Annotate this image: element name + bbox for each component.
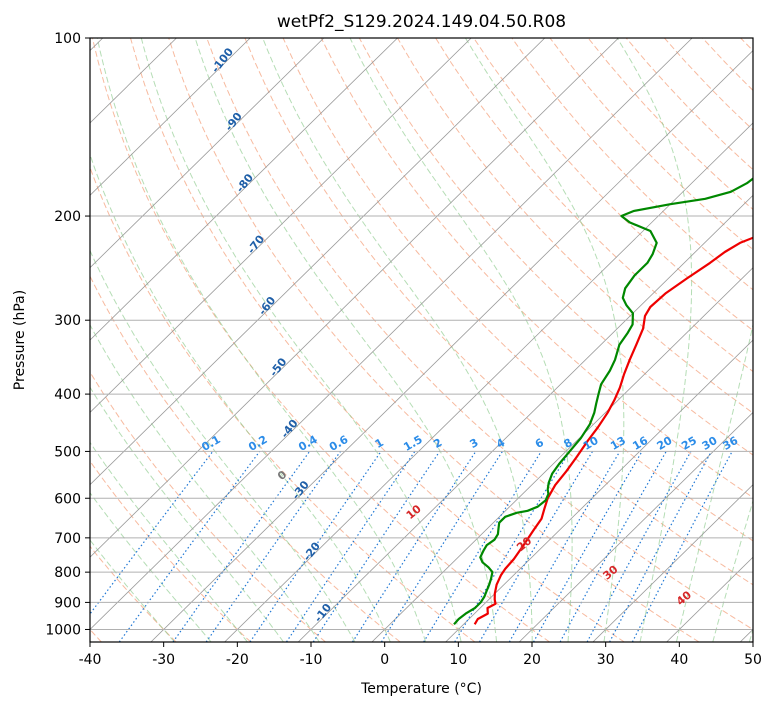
mixing-ratio-line <box>559 451 667 642</box>
dry-adiabat <box>320 38 753 499</box>
isotherm <box>90 38 619 558</box>
mixing-ratio-line <box>285 451 416 642</box>
y-tick-label: 700 <box>54 531 81 547</box>
y-tick-label: 800 <box>54 565 81 581</box>
moist-adiabat <box>90 441 248 642</box>
dry-adiabat <box>282 38 753 542</box>
x-tick-label: 10 <box>449 652 467 668</box>
dry-adiabat <box>473 38 753 332</box>
isotherm <box>90 38 546 486</box>
x-tick-label: 30 <box>597 652 615 668</box>
x-axis: -40 -30 -20 -10 0 10 20 30 40 50 <box>79 642 762 668</box>
profile-lines <box>453 177 753 626</box>
isotherm <box>90 38 325 269</box>
temperature-line <box>473 236 753 625</box>
mixing-ratio-line <box>172 451 311 642</box>
mixing-ratio-line <box>205 451 341 642</box>
mixing-ratio-line <box>249 451 382 642</box>
y-tick-label: 100 <box>54 31 81 47</box>
mixing-ratio-line <box>586 451 692 642</box>
moist-adiabat <box>262 38 533 642</box>
isotherm <box>518 411 753 642</box>
mixing-ratio-line <box>90 451 214 615</box>
moist-adiabat <box>194 38 498 642</box>
y-tick-label: 400 <box>54 387 81 403</box>
moist-adiabat <box>349 38 573 642</box>
y-tick-label: 200 <box>54 209 81 225</box>
moist-adiabat <box>90 153 391 642</box>
moist-adiabat <box>616 38 693 642</box>
y-tick-label: 900 <box>54 595 81 611</box>
y-tick-label: 600 <box>54 491 81 507</box>
mixing-ratio-line <box>532 451 643 642</box>
y-tick-label: 500 <box>54 444 81 460</box>
isotherm <box>224 122 753 642</box>
chart-title: wetPf2_S129.2024.149.04.50.R08 <box>277 12 566 32</box>
y-tick-label: 300 <box>54 313 81 329</box>
isotherm <box>90 38 251 196</box>
x-tick-label: -40 <box>79 652 102 668</box>
x-tick-label: 40 <box>670 652 688 668</box>
x-tick-label: -20 <box>226 652 249 668</box>
moist-adiabat <box>90 491 212 642</box>
mixing-ratio-line <box>423 451 542 642</box>
isotherm <box>297 194 753 642</box>
isotherm <box>90 38 472 413</box>
dry-adiabat <box>358 38 753 456</box>
x-tick-label: 0 <box>380 652 389 668</box>
dry-adiabat <box>91 38 550 642</box>
y-axis-label: Pressure (hPa) <box>12 290 28 390</box>
dry-adiabat <box>90 166 476 642</box>
y-axis: 100 200 300 400 500 600 700 800 900 1000 <box>45 31 90 638</box>
isotherm <box>150 50 753 642</box>
dry-adiabat <box>206 38 753 631</box>
x-tick-label: 20 <box>523 652 541 668</box>
isotherm <box>90 38 693 630</box>
x-tick-label: 50 <box>744 652 762 668</box>
dry-adiabat <box>168 38 700 642</box>
x-tick-label: -30 <box>152 652 175 668</box>
moist-adiabat <box>90 539 175 642</box>
y-tick-label: 1000 <box>45 622 81 638</box>
mixing-ratio-line <box>118 451 261 642</box>
mixing-ratio-line <box>609 451 712 642</box>
dry-adiabat <box>90 371 326 642</box>
isotherm <box>592 484 753 642</box>
background-lines <box>90 38 753 642</box>
moist-adiabat <box>140 38 462 642</box>
x-axis-label: Temperature (°C) <box>360 681 482 697</box>
x-tick-label: -10 <box>300 652 323 668</box>
moist-adiabat <box>90 386 284 642</box>
dry-adiabat <box>90 460 252 642</box>
plot-frame <box>89 37 754 643</box>
dewpoint-line <box>453 177 753 626</box>
isotherm <box>371 267 753 642</box>
dry-adiabat <box>244 38 753 586</box>
moist-adiabat <box>96 38 427 642</box>
mixing-ratio-line <box>312 451 441 642</box>
dry-adiabat <box>90 545 177 642</box>
isotherm <box>445 339 753 642</box>
moist-adiabat <box>90 249 356 642</box>
dry-adiabat <box>435 38 753 373</box>
mixing-ratio-line <box>351 451 477 642</box>
mixing-ratio-line <box>380 451 503 642</box>
moist-adiabat <box>464 38 625 642</box>
dry-adiabat <box>130 38 625 642</box>
